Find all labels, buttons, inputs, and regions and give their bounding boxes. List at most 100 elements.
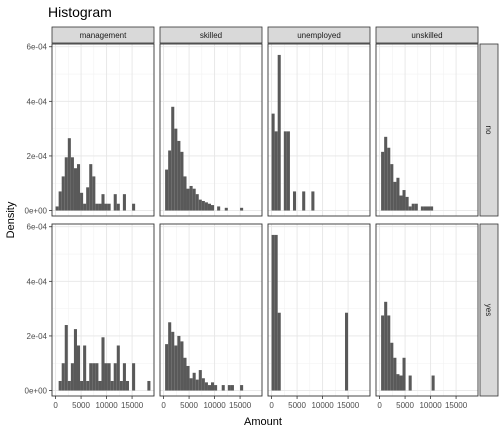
panel-border: [51, 43, 155, 217]
histogram-bar: [73, 329, 77, 391]
histogram-bar: [402, 357, 406, 391]
histogram-bar: [80, 380, 84, 391]
histogram-bar: [396, 177, 400, 211]
histogram-bar: [98, 380, 102, 391]
histogram-bar: [186, 365, 190, 391]
histogram-bar: [214, 385, 218, 391]
histogram-bar: [98, 203, 102, 211]
histogram-bar: [83, 203, 87, 211]
x-tick-label: 15000: [445, 401, 468, 410]
chart-title: Histogram: [48, 4, 112, 20]
facet-strip-label-no: no: [484, 126, 493, 135]
y-tick-label: 6e-04: [27, 223, 48, 232]
histogram-bar: [122, 194, 126, 211]
histogram-bar: [390, 342, 394, 391]
facet-strip-label-skilled: skilled: [200, 31, 222, 40]
histogram-bar: [195, 194, 199, 211]
y-tick-label: 2e-04: [27, 332, 48, 341]
facet-strip-label-unskilled: unskilled: [411, 31, 442, 40]
histogram-bar: [116, 345, 120, 391]
facet-strip-unskilled: [375, 26, 479, 44]
histogram-bar: [107, 363, 111, 391]
histogram-bar: [221, 385, 225, 391]
histogram-bar: [224, 207, 228, 211]
histogram-bar: [192, 188, 196, 211]
panel-border: [267, 43, 371, 217]
histogram-bar: [431, 375, 435, 391]
histogram-bar: [283, 131, 287, 211]
panel-management-no: [51, 43, 155, 217]
histogram-bar: [113, 194, 117, 211]
histogram-bar: [201, 378, 205, 391]
histogram-bar: [86, 380, 90, 391]
histogram-bar: [168, 150, 172, 211]
histogram-bar: [119, 380, 123, 391]
histogram-bar: [408, 375, 412, 391]
histogram-bar: [414, 203, 418, 211]
histogram-bar: [227, 385, 231, 391]
histogram-bar: [76, 345, 81, 391]
histogram-bar: [125, 380, 130, 391]
panel-border: [51, 223, 155, 397]
y-tick-label: 4e-04: [27, 97, 48, 106]
histogram-bar: [89, 363, 93, 391]
panel-border: [375, 43, 479, 217]
histogram-bar: [177, 335, 181, 391]
histogram-bar: [277, 54, 281, 211]
histogram-bar: [402, 190, 406, 211]
histogram-bar: [204, 382, 208, 391]
x-tick-label: 5000: [72, 401, 90, 410]
panel-unskilled-yes: [375, 223, 479, 397]
histogram-bar: [396, 374, 400, 391]
histogram-bar: [286, 131, 290, 211]
histogram-bar: [189, 378, 193, 391]
y-tick-label: 2e-04: [27, 152, 48, 161]
x-tick-label: 10000: [203, 401, 226, 410]
histogram-bar: [427, 206, 431, 211]
x-tick-label: 0: [377, 401, 382, 410]
histogram-bar: [183, 357, 187, 391]
histogram-bar: [204, 202, 208, 211]
histogram-bar: [405, 196, 409, 211]
histogram-bar: [104, 203, 108, 211]
histogram-bar: [271, 113, 275, 211]
histogram-bar: [113, 363, 117, 391]
histogram-bar: [192, 372, 196, 391]
histogram-bar: [420, 206, 424, 211]
histogram-bar: [384, 136, 388, 211]
histogram-bar: [174, 128, 178, 211]
panel-border: [159, 223, 263, 397]
histogram-bar: [171, 106, 175, 211]
histogram-bar: [174, 345, 178, 391]
x-tick-label: 10000: [95, 401, 118, 410]
histogram-bar: [390, 164, 394, 211]
facet-strip-unemployed: [267, 26, 371, 44]
histogram-bar: [67, 138, 71, 211]
histogram-bar: [70, 363, 74, 391]
histogram-bar: [89, 164, 93, 211]
histogram-bar: [302, 191, 306, 211]
histogram-bar: [116, 203, 120, 211]
panel-border: [375, 223, 479, 397]
histogram-bar: [201, 200, 205, 211]
histogram-bar: [86, 187, 90, 211]
histogram-bar: [122, 363, 126, 391]
histogram-bar: [70, 157, 74, 211]
histogram-bar: [211, 382, 215, 391]
x-tick-label: 15000: [121, 401, 144, 410]
histogram-bar: [67, 380, 71, 391]
histogram-bar: [207, 385, 211, 391]
histogram-bar: [384, 301, 388, 391]
histogram-bar: [211, 205, 215, 211]
panel-management-yes: [51, 223, 155, 397]
x-axis-title: Amount: [244, 416, 282, 428]
histogram-bar: [55, 206, 59, 211]
y-tick-label: 4e-04: [27, 277, 48, 286]
histogram-bar: [292, 191, 297, 211]
y-tick-label: 0e+00: [25, 207, 48, 216]
y-tick-label: 0e+00: [25, 387, 48, 396]
facet-strip-no: [479, 43, 499, 217]
facet-strip-label-yes: yes: [484, 304, 493, 316]
histogram-bar: [381, 315, 385, 391]
histogram-bar: [58, 380, 62, 391]
